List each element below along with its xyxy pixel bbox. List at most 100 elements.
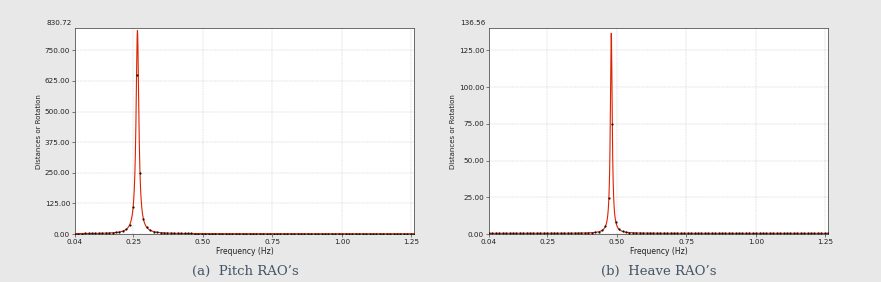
Point [540, 231, 554, 235]
Point [725, 231, 739, 235]
Point [315, 232, 329, 236]
Point [774, 231, 788, 235]
Point [304, 232, 318, 236]
Point [516, 231, 530, 235]
Point [787, 231, 801, 235]
Point [749, 231, 763, 235]
Point [609, 219, 623, 224]
Point [780, 231, 794, 235]
Point [506, 231, 520, 235]
Point [211, 231, 226, 236]
Point [126, 205, 140, 210]
Point [284, 232, 298, 236]
Point [643, 231, 657, 235]
Point [171, 231, 185, 235]
Point [701, 231, 715, 235]
Point [144, 228, 158, 233]
Point [640, 231, 654, 235]
Point [794, 231, 808, 235]
Point [191, 231, 205, 236]
Point [736, 231, 750, 235]
Point [300, 232, 315, 236]
Point [776, 231, 790, 235]
Point [95, 231, 109, 235]
Point [338, 232, 352, 236]
Point [574, 231, 589, 235]
Point [222, 231, 236, 236]
Point [653, 231, 667, 235]
Point [153, 230, 167, 235]
Point [807, 231, 821, 235]
Point [567, 231, 581, 235]
Point [403, 232, 418, 236]
Point [102, 231, 116, 235]
Point [184, 231, 198, 236]
Point [547, 231, 561, 235]
X-axis label: Frequency (Hz): Frequency (Hz) [630, 247, 687, 256]
Point [236, 232, 250, 236]
Point [589, 230, 603, 235]
Point [229, 231, 243, 236]
X-axis label: Frequency (Hz): Frequency (Hz) [216, 247, 273, 256]
Point [366, 232, 380, 236]
Point [804, 231, 818, 235]
Point [595, 228, 609, 233]
Point [636, 231, 650, 235]
Point [253, 232, 267, 236]
Point [482, 231, 496, 235]
Point [732, 231, 746, 235]
Point [602, 196, 616, 201]
Point [174, 231, 189, 236]
Point [349, 232, 363, 236]
Point [133, 170, 147, 175]
Point [766, 231, 781, 235]
Point [280, 232, 294, 236]
Y-axis label: Distances or Rotation: Distances or Rotation [36, 94, 42, 169]
Point [362, 232, 376, 236]
Point [698, 231, 712, 235]
Point [677, 231, 692, 235]
Point [684, 231, 698, 235]
Point [215, 231, 229, 236]
Point [564, 231, 578, 235]
Point [502, 231, 516, 235]
Point [325, 232, 339, 236]
Point [218, 231, 233, 236]
Point [633, 231, 647, 235]
Point [626, 231, 640, 235]
Point [331, 232, 345, 236]
Point [99, 231, 113, 235]
Point [650, 231, 664, 235]
Point [674, 231, 688, 235]
Point [533, 231, 547, 235]
Point [529, 231, 544, 235]
Point [68, 231, 82, 236]
Point [797, 231, 811, 235]
Point [544, 231, 558, 235]
Point [140, 225, 154, 230]
Point [198, 231, 212, 236]
Point [492, 231, 507, 235]
Point [273, 232, 287, 236]
Point [485, 231, 500, 235]
Point [821, 231, 835, 235]
Point [591, 230, 605, 234]
Point [177, 231, 191, 236]
Point [322, 232, 336, 236]
Point [708, 231, 722, 235]
Point [71, 231, 85, 236]
Point [612, 227, 626, 232]
Point [560, 231, 574, 235]
Point [256, 232, 270, 236]
Point [743, 231, 757, 235]
Point [369, 232, 383, 236]
Point [233, 232, 247, 236]
Point [729, 231, 743, 235]
Point [109, 230, 123, 235]
Point [359, 232, 374, 236]
Point [267, 232, 281, 236]
Point [287, 232, 301, 236]
Point [242, 232, 256, 236]
Point [407, 232, 421, 236]
Point [811, 231, 825, 235]
